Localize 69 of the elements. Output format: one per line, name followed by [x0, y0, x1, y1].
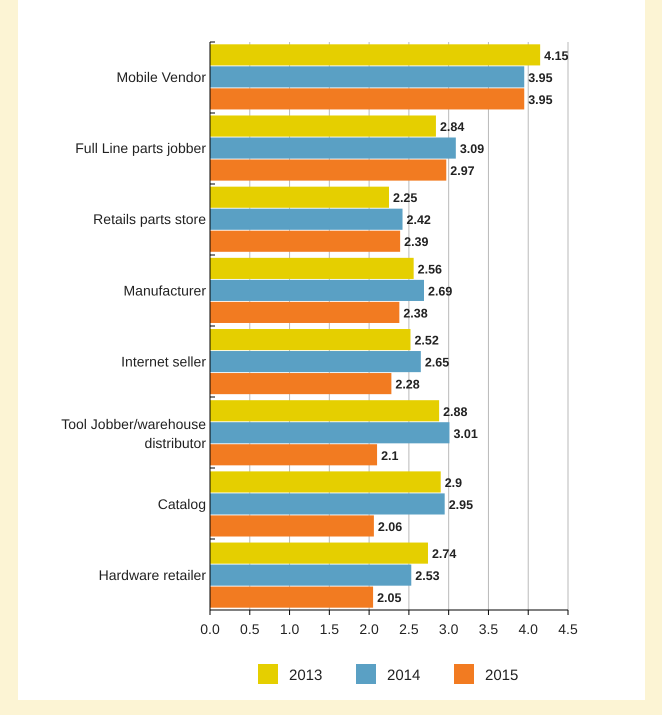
data-label: 3.09 — [460, 142, 484, 156]
data-label: 2.38 — [403, 306, 428, 320]
bar — [210, 44, 540, 66]
y-tick-label: Manufacturer — [124, 282, 206, 298]
y-tick-label: Full Line parts jobber — [75, 140, 206, 156]
x-tick-label: 3.5 — [478, 621, 498, 637]
x-tick-label: 3.0 — [438, 621, 459, 637]
bar — [210, 258, 414, 279]
bar — [210, 280, 424, 301]
bar — [210, 329, 410, 350]
x-tick-label: 4.5 — [558, 621, 578, 637]
data-label: 2.39 — [404, 235, 429, 250]
bar — [210, 471, 441, 492]
bar — [210, 160, 446, 181]
x-tick-label: 1.5 — [320, 621, 340, 637]
bar — [210, 302, 400, 323]
bar — [210, 422, 450, 444]
bar — [210, 66, 524, 88]
data-label: 2.28 — [395, 378, 420, 392]
y-tick-label: Tool Jobber/warehouse distributor — [61, 416, 206, 451]
legend-label: 2015 — [485, 667, 518, 684]
bar — [210, 564, 412, 586]
data-label: 2.97 — [450, 164, 475, 178]
data-label: 2.25 — [393, 191, 418, 206]
x-tick-label: 4.0 — [518, 621, 538, 637]
y-tick-label: Mobile Vendor — [116, 68, 206, 85]
y-tick-label: Catalog — [158, 496, 206, 512]
bar — [210, 88, 524, 110]
bar — [210, 542, 428, 564]
bar — [210, 400, 440, 422]
data-label: 4.15 — [544, 48, 569, 63]
bar — [210, 186, 389, 208]
data-label: 2.95 — [448, 498, 474, 512]
bar — [210, 373, 392, 394]
data-label: 2.1 — [381, 448, 398, 463]
data-label: 2.65 — [424, 356, 450, 370]
data-label: 2.05 — [377, 591, 402, 606]
bar — [210, 444, 378, 466]
bar — [210, 586, 374, 608]
legend-label: 2014 — [387, 667, 420, 684]
data-label: 2.88 — [443, 404, 468, 419]
data-label: 2.56 — [418, 262, 442, 276]
bar — [210, 351, 421, 372]
x-tick-label: 2.0 — [359, 621, 380, 637]
data-label: 2.9 — [444, 476, 462, 490]
bar — [210, 230, 400, 252]
bar — [210, 115, 436, 137]
y-tick-label: Internet seller — [121, 354, 206, 370]
bar — [210, 137, 456, 159]
data-label: 2.74 — [432, 547, 456, 562]
x-tick-label: 1.0 — [280, 621, 300, 637]
data-label: 2.06 — [378, 520, 402, 534]
data-label: 2.42 — [406, 213, 431, 228]
data-label: 2.69 — [428, 284, 452, 298]
data-label: 2.53 — [415, 569, 440, 584]
x-tick-label: 0.0 — [200, 621, 220, 637]
y-tick-label: Hardware retailer — [98, 567, 206, 584]
x-tick-label: 2.5 — [399, 621, 419, 637]
data-label: 3.95 — [528, 92, 553, 107]
data-label: 2.52 — [414, 334, 439, 348]
bar — [210, 493, 445, 515]
data-label: 2.84 — [440, 120, 464, 134]
bar — [210, 208, 403, 230]
data-label: 3.01 — [453, 426, 478, 441]
x-tick-label: 0.5 — [240, 621, 260, 637]
data-label: 3.95 — [528, 70, 553, 85]
y-tick-label: Retails parts store — [93, 211, 206, 228]
bar — [210, 515, 374, 537]
legend-label: 2013 — [289, 667, 322, 684]
